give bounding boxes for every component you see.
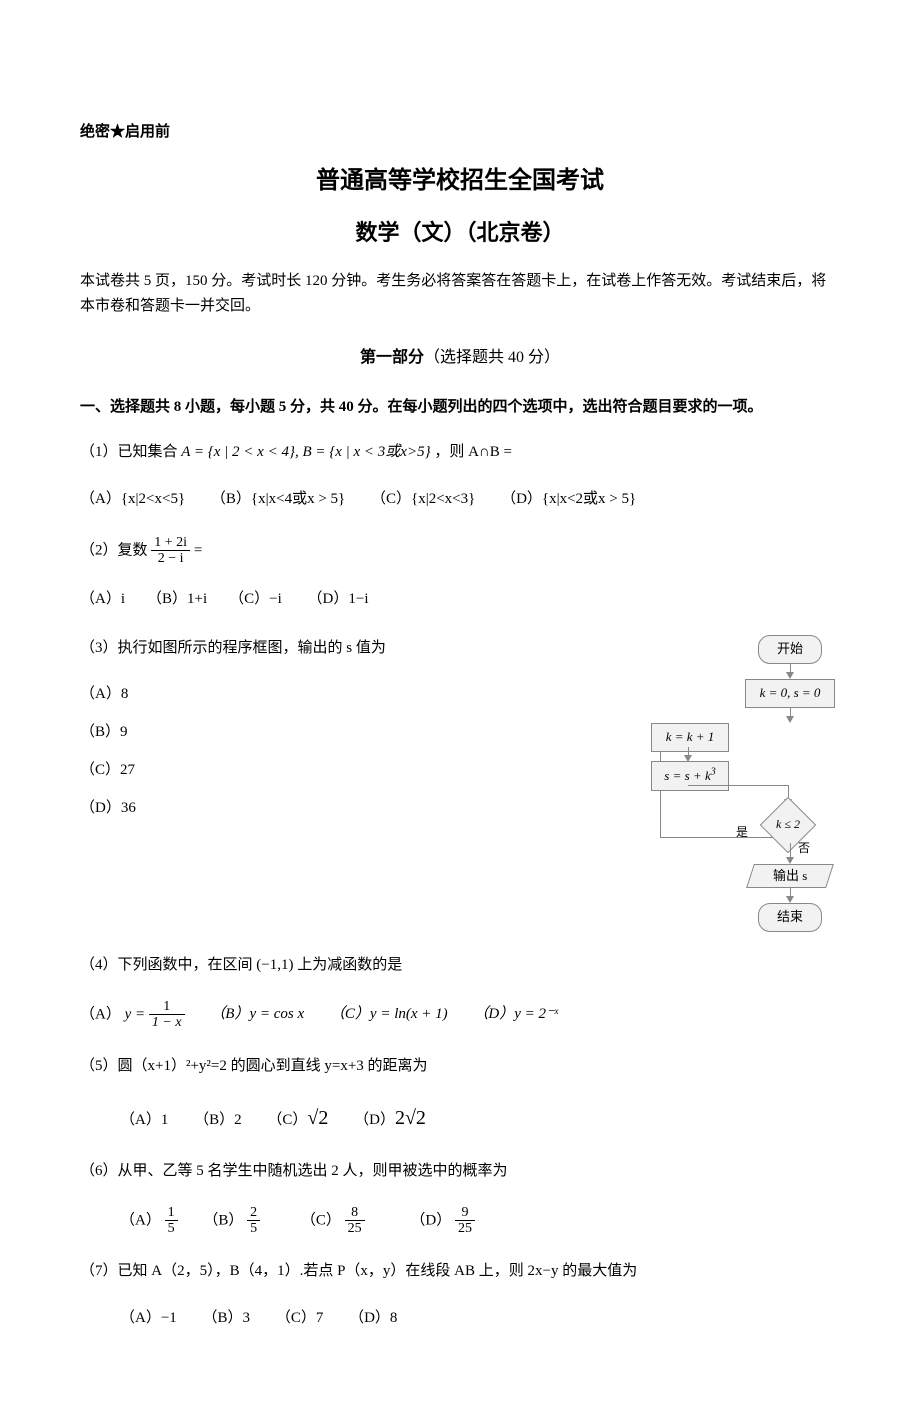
fc-label-no: 否: [798, 839, 810, 858]
question-7: （7）已知 A（2，5），B（4，1）.若点 P（x，y）在线段 AB 上，则 …: [80, 1258, 840, 1285]
q4-choice-b: （B）y = cos x: [210, 1001, 304, 1028]
q6-choice-d: （D） 925: [410, 1205, 475, 1237]
q1-choice-b: （B）{x|x<4或x > 5}: [211, 486, 345, 513]
q1-choice-d: （D）{x|x<2或x > 5}: [501, 486, 636, 513]
question-3-flowchart: 开始 k = 0, s = 0 k = k + 1 s = s: [640, 635, 840, 931]
q2-choice-b: （B）1+i: [147, 586, 207, 613]
fc-step1: k = k + 1: [651, 723, 729, 752]
question-1: （1）已知集合 A = {x | 2 < x < 4}, B = {x | x …: [80, 439, 840, 466]
question-5: （5）圆（x+1）²+y²=2 的圆心到直线 y=x+3 的距离为: [80, 1053, 840, 1080]
q3-choice-b: （B）9: [80, 720, 625, 744]
q6-choice-c: （C） 825: [301, 1205, 365, 1237]
q7-choice-a: （A）−1: [120, 1305, 177, 1332]
q7-choice-c: （C）7: [276, 1305, 324, 1332]
q1-stem-prefix: （1）已知集合: [80, 444, 181, 460]
fc-step2: s = s + k3: [651, 761, 729, 791]
intro-paragraph: 本试卷共 5 页，150 分。考试时长 120 分钟。考生务必将答案答在答题卡上…: [80, 269, 840, 320]
question-6: （6）从甲、乙等 5 名学生中随机选出 2 人，则甲被选中的概率为: [80, 1158, 840, 1185]
q2-frac-den: 2 − i: [151, 551, 190, 566]
question-4: （4）下列函数中，在区间 (−1,1) 上为减函数的是: [80, 952, 840, 979]
q2-stem-prefix: （2）复数: [80, 542, 151, 558]
q5-choice-c: （C）√2: [267, 1100, 328, 1136]
q2-choice-c: （C）−i: [229, 586, 282, 613]
classification-label: 绝密★启用前: [80, 120, 840, 144]
part1-heading: 第一部分（选择题共 40 分）: [80, 345, 840, 371]
q7-choice-d: （D）8: [349, 1305, 397, 1332]
q4-choices: （A） y = 11 − x （B）y = cos x （C）y = ln(x …: [80, 999, 840, 1031]
q1-stem-math: A = {x | 2 < x < 4}, B = {x | x < 3或x>5}: [181, 444, 430, 460]
question-3: （3）执行如图所示的程序框图，输出的 s 值为: [80, 635, 625, 662]
q5-choice-a: （A）1: [120, 1107, 168, 1134]
q7-choices: （A）−1 （B）3 （C）7 （D）8: [80, 1305, 840, 1332]
q2-choices: （A）i （B）1+i （C）−i （D）1−i: [80, 586, 840, 613]
q7-choice-b: （B）3: [203, 1305, 251, 1332]
q2-frac-num: 1 + 2i: [151, 535, 190, 551]
q2-choice-a: （A）i: [80, 586, 125, 613]
q1-choices: （A）{x|2<x<5} （B）{x|x<4或x > 5} （C）{x|2<x<…: [80, 486, 840, 513]
fc-start: 开始: [758, 635, 822, 664]
q3-choice-a: （A）8: [80, 682, 625, 706]
q1-choice-c: （C）{x|2<x<3}: [371, 486, 475, 513]
q3-choice-d: （D）36: [80, 796, 625, 820]
q2-choice-d: （D）1−i: [308, 586, 369, 613]
q6-choice-a: （A） 15: [120, 1205, 178, 1237]
fc-end: 结束: [758, 903, 822, 932]
q5-choice-d: （D）2√2: [354, 1100, 426, 1136]
fc-init: k = 0, s = 0: [745, 679, 835, 708]
exam-subtitle: 数学（文）（北京卷）: [80, 215, 840, 250]
fc-cond: k ≤ 2: [752, 815, 824, 834]
part1-heading-bold: 第一部分: [360, 349, 424, 366]
q6-choice-b: （B） 25: [203, 1205, 260, 1237]
exam-title: 普通高等学校招生全国考试: [80, 162, 840, 200]
question-3-row: （3）执行如图所示的程序框图，输出的 s 值为 （A）8 （B）9 （C）27 …: [80, 635, 840, 931]
flowchart: 开始 k = 0, s = 0 k = k + 1 s = s: [640, 635, 840, 931]
q3-choice-c: （C）27: [80, 758, 625, 782]
fc-output: 输出 s: [746, 864, 834, 888]
q1-stem-suffix: ，则 A∩B =: [431, 444, 512, 460]
section1-instruction: 一、选择题共 8 小题，每小题 5 分，共 40 分。在每小题列出的四个选项中，…: [80, 395, 840, 421]
q5-choices: （A）1 （B）2 （C）√2 （D）2√2: [80, 1100, 840, 1136]
q4-choice-c: （C）y = ln(x + 1): [330, 1001, 448, 1028]
q4-choice-d: （D）y = 2⁻ˣ: [473, 1001, 558, 1028]
q2-fraction: 1 + 2i2 − i: [151, 535, 190, 567]
question-3-left: （3）执行如图所示的程序框图，输出的 s 值为 （A）8 （B）9 （C）27 …: [80, 635, 625, 834]
q1-choice-a: （A）{x|2<x<5}: [80, 486, 185, 513]
fc-label-yes: 是: [736, 823, 748, 842]
part1-heading-normal: （选择题共 40 分）: [424, 349, 560, 366]
question-2: （2）复数 1 + 2i2 − i =: [80, 535, 840, 567]
q5-choice-b: （B）2: [194, 1107, 242, 1134]
q4-choice-a: （A） y = 11 − x: [80, 999, 185, 1031]
q2-stem-suffix: =: [190, 542, 202, 558]
q6-choices: （A） 15 （B） 25 （C） 825 （D） 925: [80, 1205, 840, 1237]
